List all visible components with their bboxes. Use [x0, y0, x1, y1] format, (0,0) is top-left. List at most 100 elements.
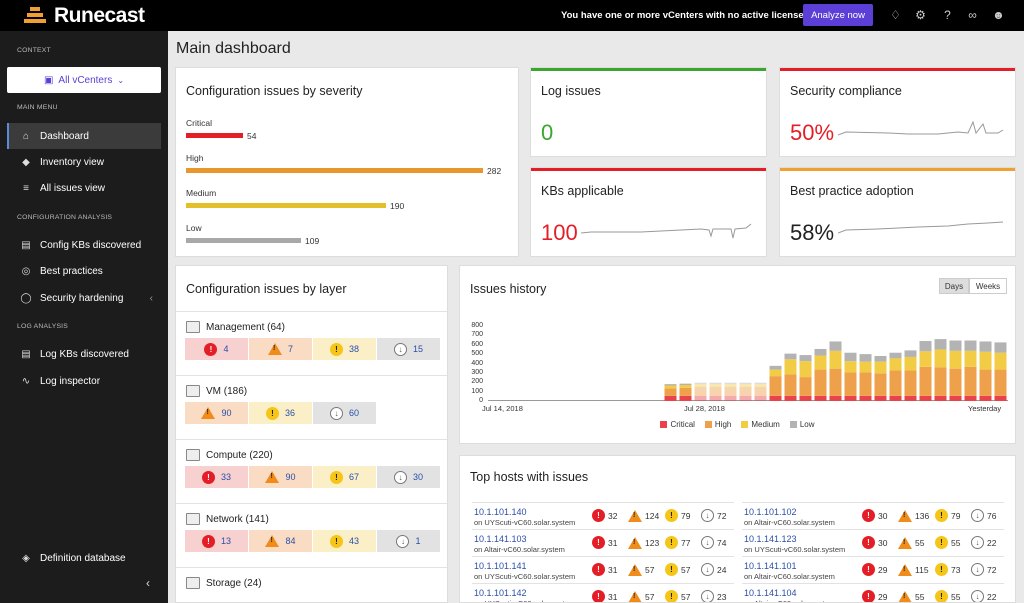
- history-bar-medium[interactable]: [919, 351, 932, 367]
- history-bar-critical[interactable]: [994, 395, 1007, 401]
- history-bar-medium[interactable]: [844, 361, 857, 373]
- history-bar-medium[interactable]: [724, 384, 737, 387]
- legend-item[interactable]: Low: [789, 420, 815, 429]
- layer-cell-high[interactable]: ! 90: [249, 466, 312, 488]
- severity-bar[interactable]: [186, 203, 386, 208]
- history-bar-critical[interactable]: [859, 395, 872, 401]
- layer-cell-low[interactable]: ↓ 60: [313, 402, 376, 424]
- analyze-now-button[interactable]: Analyze now: [803, 4, 873, 26]
- history-bar-critical[interactable]: [949, 395, 962, 401]
- history-bar-high[interactable]: [979, 369, 992, 396]
- link-icon[interactable]: ∞: [968, 8, 977, 22]
- history-bar-high[interactable]: [679, 387, 692, 396]
- history-bar-medium[interactable]: [889, 358, 902, 371]
- history-bar-critical[interactable]: [694, 395, 707, 401]
- history-bar-low[interactable]: [769, 365, 782, 370]
- gear-icon[interactable]: ⚙: [915, 8, 926, 22]
- history-bar-medium[interactable]: [859, 361, 872, 373]
- history-bar-critical[interactable]: [889, 395, 902, 401]
- history-bar-critical[interactable]: [919, 395, 932, 401]
- history-bar-high[interactable]: [994, 369, 1007, 396]
- host-ip-link[interactable]: 10.1.141.104: [744, 588, 797, 598]
- sidebar-item-best-practices[interactable]: ◎ Best practices: [7, 258, 161, 284]
- history-bar-critical[interactable]: [724, 395, 737, 401]
- sidebar-item-log-kbs[interactable]: ▤ Log KBs discovered: [7, 341, 161, 367]
- history-bar-critical[interactable]: [874, 395, 887, 401]
- history-bar-medium[interactable]: [799, 361, 812, 378]
- layer-name[interactable]: Management (64): [186, 321, 285, 333]
- history-bar-low[interactable]: [889, 352, 902, 359]
- severity-bar[interactable]: [186, 238, 301, 243]
- host-ip-link[interactable]: 10.1.101.102: [744, 507, 797, 517]
- history-bar-high[interactable]: [754, 386, 767, 396]
- host-ip-link[interactable]: 10.1.141.123: [744, 534, 797, 544]
- history-bar-low[interactable]: [934, 339, 947, 350]
- sidebar-item-config-kbs[interactable]: ▤ Config KBs discovered: [7, 232, 161, 258]
- history-bar-medium[interactable]: [679, 385, 692, 388]
- history-bar-low[interactable]: [994, 342, 1007, 353]
- layer-name[interactable]: Storage (24): [186, 577, 262, 589]
- history-bar-critical[interactable]: [814, 395, 827, 401]
- history-bar-medium[interactable]: [694, 384, 707, 387]
- sidebar-item-security-hardening[interactable]: ◯ Security hardening ‹: [7, 285, 161, 311]
- layer-cell-med[interactable]: ! 38: [313, 338, 376, 360]
- bell-icon[interactable]: ♢: [890, 8, 901, 22]
- history-bar-medium[interactable]: [934, 349, 947, 368]
- history-bar-high[interactable]: [709, 386, 722, 396]
- layer-name[interactable]: Network (141): [186, 513, 269, 525]
- history-bar-low[interactable]: [874, 356, 887, 362]
- history-bar-high[interactable]: [919, 366, 932, 396]
- history-bar-low[interactable]: [859, 354, 872, 362]
- history-bar-medium[interactable]: [979, 351, 992, 370]
- history-bar-low[interactable]: [679, 383, 692, 386]
- history-bar-medium[interactable]: [874, 361, 887, 374]
- history-bar-low[interactable]: [694, 382, 707, 385]
- history-bar-high[interactable]: [724, 386, 737, 396]
- layer-cell-crit[interactable]: ! 33: [185, 466, 248, 488]
- history-bar-high[interactable]: [904, 370, 917, 396]
- legend-item[interactable]: Critical: [660, 420, 695, 429]
- host-ip-link[interactable]: 10.1.101.141: [474, 561, 527, 571]
- history-bar-high[interactable]: [874, 373, 887, 396]
- history-bar-medium[interactable]: [829, 350, 842, 369]
- history-bar-low[interactable]: [724, 382, 737, 385]
- history-bar-critical[interactable]: [799, 395, 812, 401]
- history-bar-low[interactable]: [799, 355, 812, 362]
- history-bar-low[interactable]: [904, 350, 917, 357]
- layer-cell-med[interactable]: ! 43: [313, 530, 376, 552]
- layer-cell-high[interactable]: ! 90: [185, 402, 248, 424]
- history-bar-low[interactable]: [949, 340, 962, 351]
- weeks-toggle[interactable]: Weeks: [969, 278, 1007, 294]
- layer-cell-crit[interactable]: ! 4: [185, 338, 248, 360]
- sidebar-item-inventory[interactable]: ◆ Inventory view: [7, 149, 161, 175]
- history-bar-medium[interactable]: [949, 350, 962, 369]
- history-bar-critical[interactable]: [754, 395, 767, 401]
- kbs-applicable-card[interactable]: KBs applicable 100: [530, 167, 767, 257]
- history-bar-critical[interactable]: [829, 395, 842, 401]
- help-icon[interactable]: ?: [944, 8, 951, 22]
- history-bar-low[interactable]: [754, 382, 767, 385]
- history-bar-high[interactable]: [889, 370, 902, 396]
- best-practice-card[interactable]: Best practice adoption 58%: [779, 167, 1016, 257]
- history-bar-critical[interactable]: [769, 395, 782, 401]
- history-bar-high[interactable]: [934, 367, 947, 396]
- history-bar-critical[interactable]: [934, 395, 947, 401]
- layer-cell-high[interactable]: ! 84: [249, 530, 312, 552]
- history-bar-low[interactable]: [784, 353, 797, 360]
- sidebar-item-definition-database[interactable]: ◈ Definition database: [7, 545, 161, 571]
- layer-cell-high[interactable]: ! 7: [249, 338, 312, 360]
- history-bar-low[interactable]: [979, 341, 992, 352]
- history-bar-critical[interactable]: [979, 395, 992, 401]
- layer-name[interactable]: VM (186): [186, 385, 247, 397]
- history-bar-high[interactable]: [694, 386, 707, 396]
- history-bar-critical[interactable]: [784, 395, 797, 401]
- history-bar-medium[interactable]: [754, 384, 767, 387]
- history-bar-critical[interactable]: [709, 395, 722, 401]
- legend-item[interactable]: High: [704, 420, 731, 429]
- sidebar-item-log-inspector[interactable]: ∿ Log inspector: [7, 368, 161, 394]
- history-bar-low[interactable]: [664, 384, 677, 386]
- history-bar-low[interactable]: [814, 348, 827, 356]
- layer-cell-low[interactable]: ↓ 15: [377, 338, 440, 360]
- history-bar-high[interactable]: [739, 386, 752, 396]
- legend-item[interactable]: Medium: [741, 420, 780, 429]
